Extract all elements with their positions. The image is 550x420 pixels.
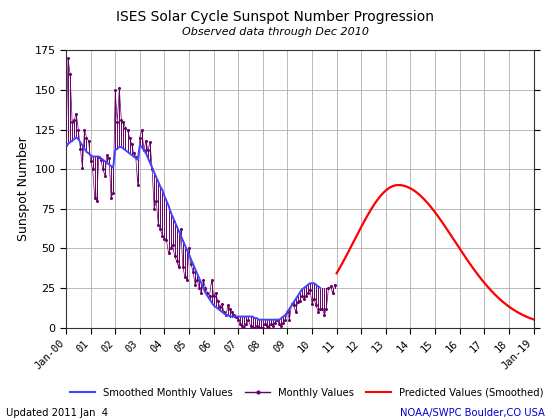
Text: Updated 2011 Jan  4: Updated 2011 Jan 4 (6, 408, 107, 418)
Legend: Smoothed Monthly Values, Monthly Values, Predicted Values (Smoothed): Smoothed Monthly Values, Monthly Values,… (67, 383, 548, 402)
Y-axis label: Sunspot Number: Sunspot Number (17, 136, 30, 241)
Text: Observed data through Dec 2010: Observed data through Dec 2010 (182, 27, 368, 37)
Text: NOAA/SWPC Boulder,CO USA: NOAA/SWPC Boulder,CO USA (400, 408, 544, 418)
Text: ISES Solar Cycle Sunspot Number Progression: ISES Solar Cycle Sunspot Number Progress… (116, 10, 434, 24)
